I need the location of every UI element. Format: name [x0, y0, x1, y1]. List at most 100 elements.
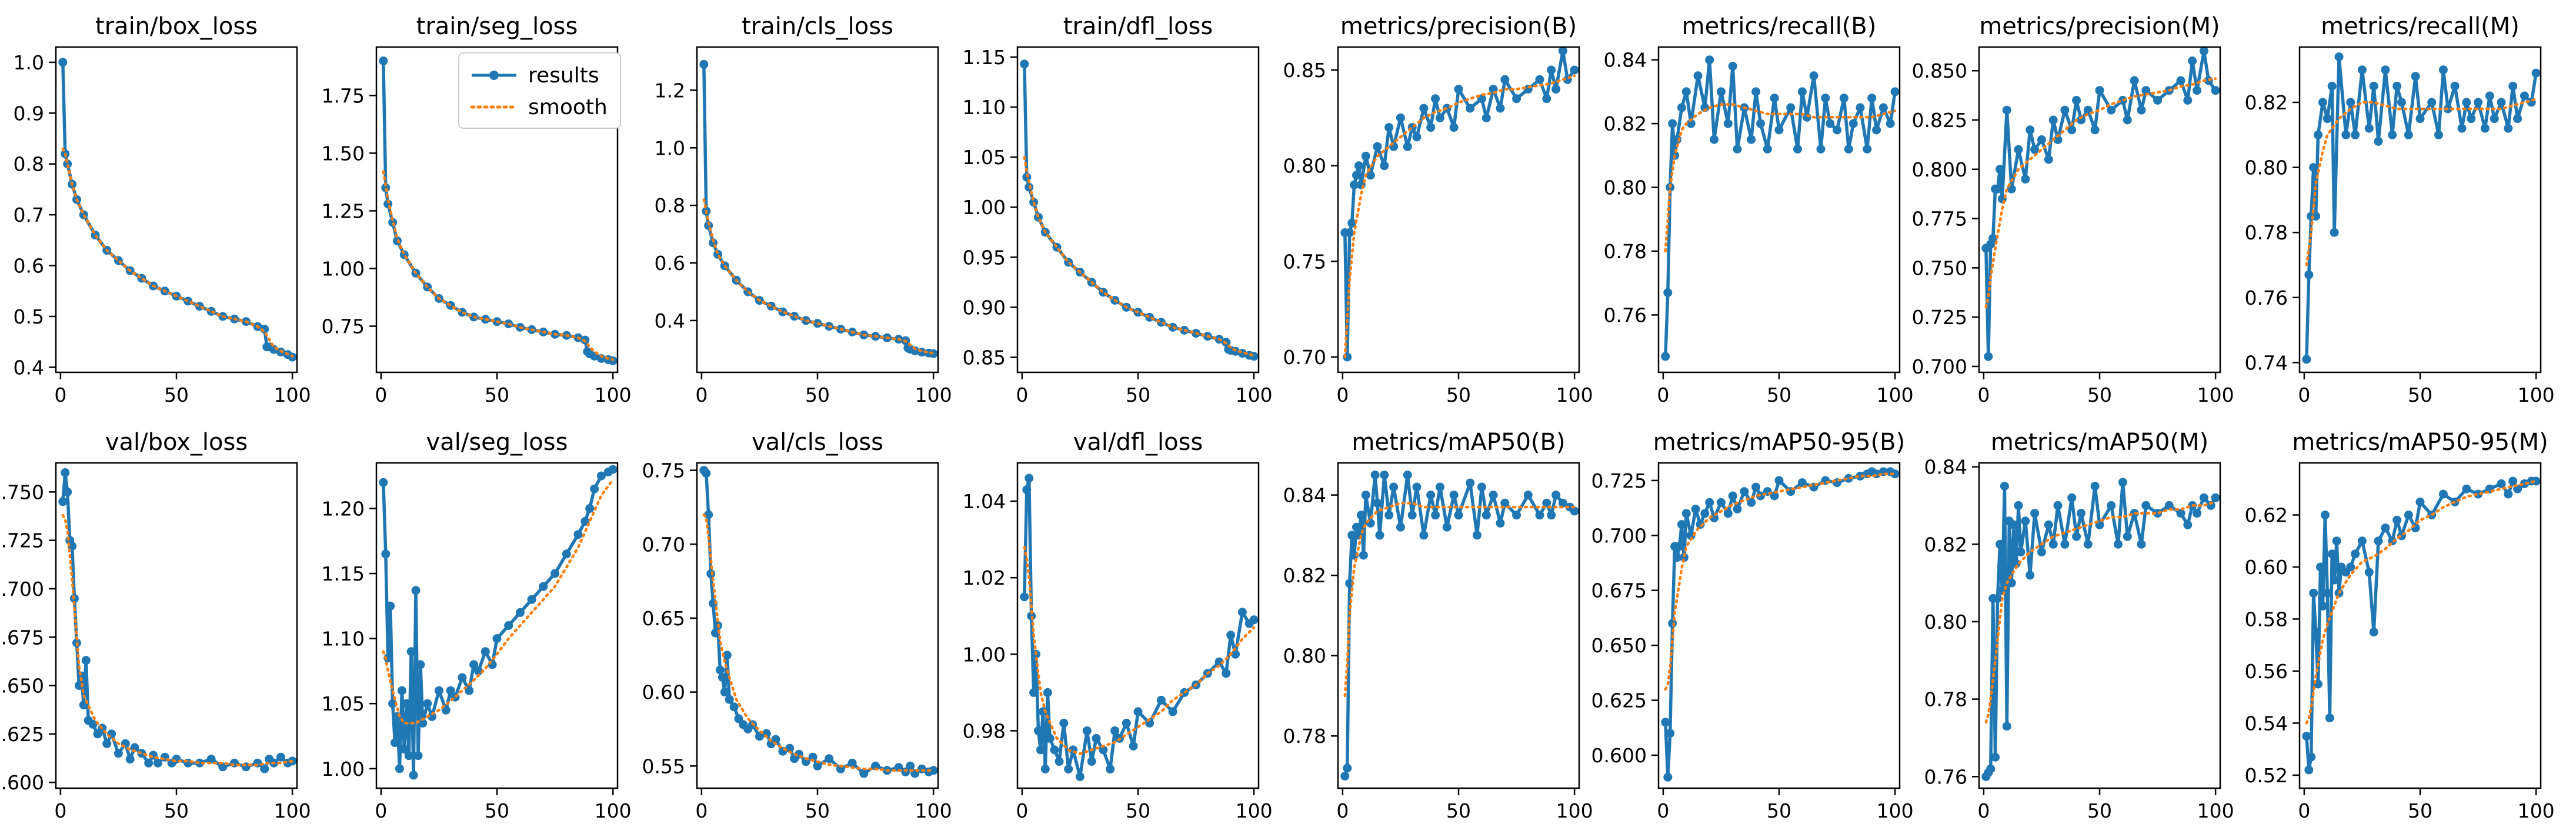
train-dfl-loss-results-point	[1020, 59, 1029, 69]
val-seg-loss-title: val/seg_loss	[426, 429, 568, 456]
metrics-map50-b-results-point	[1373, 498, 1382, 508]
metrics-map50-95-m-results-point	[2381, 523, 2390, 533]
val-box-loss-results-point	[276, 752, 285, 762]
metrics-map50-b-y-tick-label: 0.80	[1283, 645, 1326, 668]
metrics-recall-b-y-tick-label: 0.76	[1604, 304, 1647, 326]
metrics-recall-b-results-point	[1728, 62, 1737, 71]
val-cls-loss-results-point	[847, 758, 857, 768]
metrics-map50-95-m-results-point	[2504, 489, 2513, 499]
metrics-precision-m-y-tick-label: 0.800	[1912, 158, 1967, 181]
val-box-loss-results-point	[63, 487, 72, 496]
train-box-loss-x-tick-label: 100	[274, 384, 311, 406]
metrics-map50-95-b-results-point	[1844, 473, 1853, 483]
metrics-recall-m-results-point	[2438, 65, 2448, 75]
metrics-recall-m-results-point	[2327, 81, 2337, 91]
val-seg-loss-results-point	[515, 608, 525, 617]
metrics-precision-b-results-point	[1558, 47, 1567, 55]
metrics-precision-b-results-point	[1547, 65, 1556, 75]
metrics-map50-b-results-point	[1442, 522, 1451, 532]
metrics-precision-m-y-tick-label: 0.750	[1912, 256, 1967, 279]
val-seg-loss-results-point	[416, 660, 425, 669]
val-seg-loss-y-tick-label: 1.00	[322, 758, 365, 781]
legend-smooth-label: smooth	[528, 95, 608, 119]
train-dfl-loss-x-tick-label: 50	[1126, 384, 1150, 406]
metrics-precision-b-title: metrics/precision(B)	[1340, 13, 1577, 40]
val-box-loss-results-point	[88, 719, 98, 729]
val-seg-loss-results-point	[404, 751, 413, 761]
metrics-recall-b-results-point	[1872, 125, 1881, 135]
metrics-map50-b-results-point	[1389, 482, 1399, 492]
metrics-recall-b-results-point	[1826, 119, 1835, 128]
metrics-precision-m-results-point	[2130, 76, 2139, 85]
metrics-map50-95-m-results-point	[2327, 549, 2337, 559]
metrics-map50-b-y-tick-label: 0.78	[1283, 725, 1326, 748]
metrics-map50-95-m-results-point	[2474, 489, 2483, 499]
metrics-recall-b-results-point	[1867, 94, 1877, 103]
val-cls-loss-results-point	[702, 469, 711, 478]
val-dfl-loss-results-point	[1022, 485, 1032, 494]
metrics-precision-b-results-point	[1449, 123, 1459, 132]
metrics-map50-95-m-results-point	[2316, 562, 2325, 572]
subplot-train-seg-loss: train/seg_loss 0 50 100 0.75 1.00 1.25 1.50 1.75	[322, 13, 632, 406]
val-cls-loss-y-tick-label: 0.75	[642, 459, 685, 482]
metrics-map50-95-m-results-point	[2302, 732, 2311, 741]
metrics-recall-m-results-point	[2393, 81, 2402, 91]
metrics-recall-m-plot-area	[2302, 52, 2541, 364]
metrics-recall-m-y-tick-label: 0.80	[2245, 156, 2288, 179]
val-seg-loss-x-tick-label: 100	[595, 799, 632, 822]
metrics-map50-95-m-results-point	[2304, 765, 2314, 775]
metrics-recall-m-results-point	[2309, 163, 2318, 172]
metrics-precision-m-results-point	[2026, 125, 2035, 135]
metrics-map50-95-m-results-point	[2332, 536, 2341, 546]
val-dfl-loss-results-point	[1043, 688, 1052, 697]
metrics-precision-b-y-tick-label: 0.70	[1283, 346, 1326, 369]
metrics-recall-m-results-point	[2415, 114, 2425, 124]
metrics-map50-95-b-results-point	[1733, 505, 1742, 513]
metrics-map50-b-x-tick-label: 100	[1556, 799, 1593, 822]
metrics-recall-b-results-point	[1723, 119, 1733, 128]
val-seg-loss-y-tick-label: 1.20	[322, 497, 365, 520]
metrics-map50-m-x-tick-label: 0	[1977, 799, 1990, 822]
val-dfl-loss-results-point	[1036, 745, 1045, 755]
metrics-map50-m-results-point	[2153, 509, 2163, 518]
metrics-map50-m-y-tick-label: 0.82	[1924, 533, 1967, 556]
subplot-metrics-precision-b: metrics/precision(B) 0 50 100 0.70 0.75 0.80 0.…	[1283, 13, 1593, 406]
metrics-precision-b-results-point	[1454, 85, 1463, 94]
metrics-precision-m-results-point	[2053, 135, 2063, 144]
metrics-precision-m-plot-area	[1981, 47, 2220, 361]
metrics-map50-95-b-y-tick-label: 0.700	[1591, 524, 1647, 547]
metrics-map50-b-results-point	[1454, 511, 1463, 520]
val-seg-loss-results-point	[434, 686, 443, 695]
val-dfl-loss-x-tick-label: 100	[1236, 799, 1273, 822]
metrics-map50-95-m-y-tick-label: 0.62	[2245, 503, 2288, 526]
metrics-map50-b-results-point	[1466, 478, 1475, 488]
val-seg-loss-results-point	[608, 465, 618, 474]
metrics-recall-m-results-point	[2304, 270, 2314, 279]
metrics-precision-m-results-point	[2095, 86, 2104, 95]
metrics-precision-m-results-point	[2193, 86, 2202, 95]
metrics-precision-m-x-tick-label: 100	[2197, 384, 2234, 406]
val-cls-loss-x-tick-label: 0	[695, 799, 708, 822]
metrics-map50-m-results-point	[2164, 501, 2174, 510]
metrics-recall-b-results-point	[1793, 145, 1802, 154]
train-box-loss-results-point	[58, 58, 68, 67]
metrics-recall-m-results-point	[2520, 91, 2529, 101]
val-dfl-loss-results-point	[1110, 726, 1120, 735]
metrics-map50-95-m-results-point	[2323, 588, 2332, 598]
val-box-loss-results-point	[58, 497, 68, 506]
metrics-recall-b-results-point	[1705, 55, 1714, 65]
train-box-loss-title: train/box_loss	[95, 13, 258, 40]
metrics-precision-b-results-point	[1466, 104, 1475, 113]
val-seg-loss-results-point	[406, 647, 416, 656]
metrics-map50-m-results-point	[2053, 501, 2063, 510]
val-dfl-loss-results-point	[1156, 695, 1166, 705]
metrics-precision-m-results-point	[1988, 234, 1998, 243]
val-box-loss-results-point	[107, 729, 116, 739]
val-dfl-loss-results-point	[1222, 669, 1231, 678]
metrics-precision-b-x-tick-label: 50	[1446, 384, 1471, 406]
metrics-recall-m-results-point	[2531, 68, 2541, 78]
val-cls-loss-y-tick-label: 0.60	[642, 681, 685, 704]
metrics-map50-m-results-point	[2176, 509, 2185, 518]
metrics-map50-95-m-results-point	[2330, 575, 2339, 585]
